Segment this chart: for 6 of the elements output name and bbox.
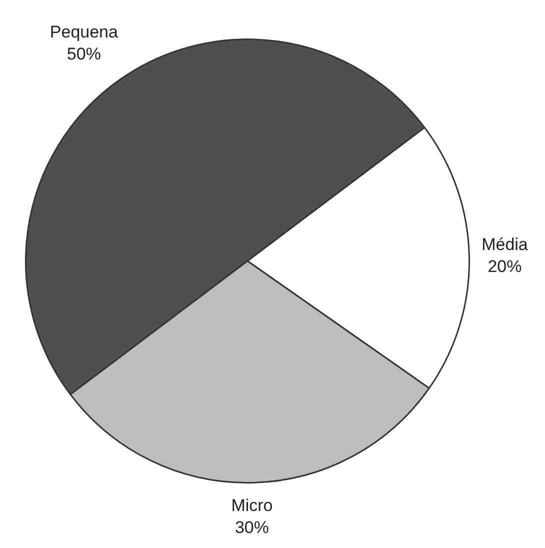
slice-label: Média bbox=[482, 235, 528, 254]
data-label: 20% bbox=[488, 257, 522, 276]
data-label: 30% bbox=[234, 518, 269, 537]
slice-label: Pequena bbox=[50, 22, 118, 42]
slice-label: Micro bbox=[231, 496, 273, 515]
data-label: 50% bbox=[66, 44, 101, 64]
